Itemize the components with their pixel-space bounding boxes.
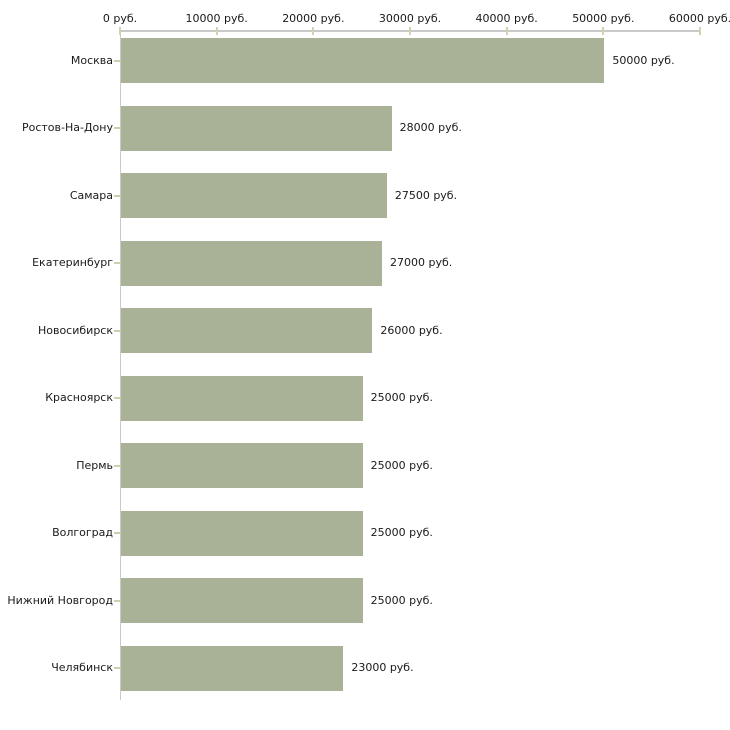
x-tick-label: 10000 руб.	[185, 12, 248, 25]
category-label: Волгоград	[52, 526, 113, 539]
category-label: Ростов-На-Дону	[21, 121, 113, 134]
bar-value-label: 26000 руб.	[380, 323, 443, 337]
x-tick-mark	[119, 27, 121, 35]
x-tick-label: 30000 руб.	[378, 12, 442, 25]
x-tick-mark	[602, 27, 605, 35]
bar-value-label: 25000 руб.	[370, 458, 433, 472]
bar	[121, 645, 344, 691]
category-tick-mark	[114, 464, 121, 467]
x-tick-label: 20000 руб.	[282, 12, 345, 25]
bar	[121, 173, 387, 218]
x-tick-mark	[505, 27, 508, 35]
bar-value-label: 27500 руб.	[394, 188, 458, 202]
bar-value-label: 27000 руб.	[390, 256, 453, 269]
x-tick-mark	[215, 27, 218, 35]
x-tick-mark	[699, 27, 701, 35]
bar	[121, 308, 373, 353]
bar	[121, 240, 382, 286]
x-tick-mark	[312, 27, 315, 35]
category-axis-line	[120, 30, 121, 700]
category-tick-mark	[114, 262, 121, 264]
bar-value-label: 25000 руб.	[370, 391, 433, 404]
category-tick-mark	[114, 329, 121, 332]
category-label: Нижний Новгород	[7, 593, 113, 607]
bar	[121, 510, 363, 556]
x-tick-label: 0 руб.	[102, 12, 138, 25]
x-tick-mark	[409, 27, 411, 35]
x-tick-label: 60000 руб.	[668, 12, 730, 25]
bar	[121, 443, 363, 488]
category-label: Пермь	[76, 458, 113, 472]
category-tick-mark	[114, 194, 121, 197]
category-label: Красноярск	[45, 391, 113, 404]
category-tick-mark	[114, 532, 121, 534]
category-label: Самара	[69, 188, 113, 202]
category-tick-mark	[114, 667, 121, 669]
bar	[121, 38, 605, 83]
category-tick-mark	[114, 59, 121, 62]
x-tick-label: 40000 руб.	[475, 12, 538, 25]
bar	[121, 375, 363, 421]
category-tick-mark	[114, 397, 121, 399]
category-label: Екатеринбург	[32, 256, 113, 269]
category-tick-mark	[114, 599, 121, 602]
category-label: Москва	[70, 53, 113, 67]
bar-value-label: 23000 руб.	[351, 661, 414, 674]
bar	[121, 105, 392, 151]
bar	[121, 578, 363, 623]
bar-value-label: 25000 руб.	[370, 526, 433, 539]
bar-value-label: 50000 руб.	[612, 53, 675, 67]
category-tick-mark	[114, 127, 121, 129]
category-label: Новосибирск	[37, 323, 113, 337]
x-tick-label: 50000 руб.	[572, 12, 635, 25]
bar-value-label: 28000 руб.	[399, 121, 462, 134]
bar-value-label: 25000 руб.	[370, 593, 433, 607]
category-label: Челябинск	[51, 661, 113, 674]
